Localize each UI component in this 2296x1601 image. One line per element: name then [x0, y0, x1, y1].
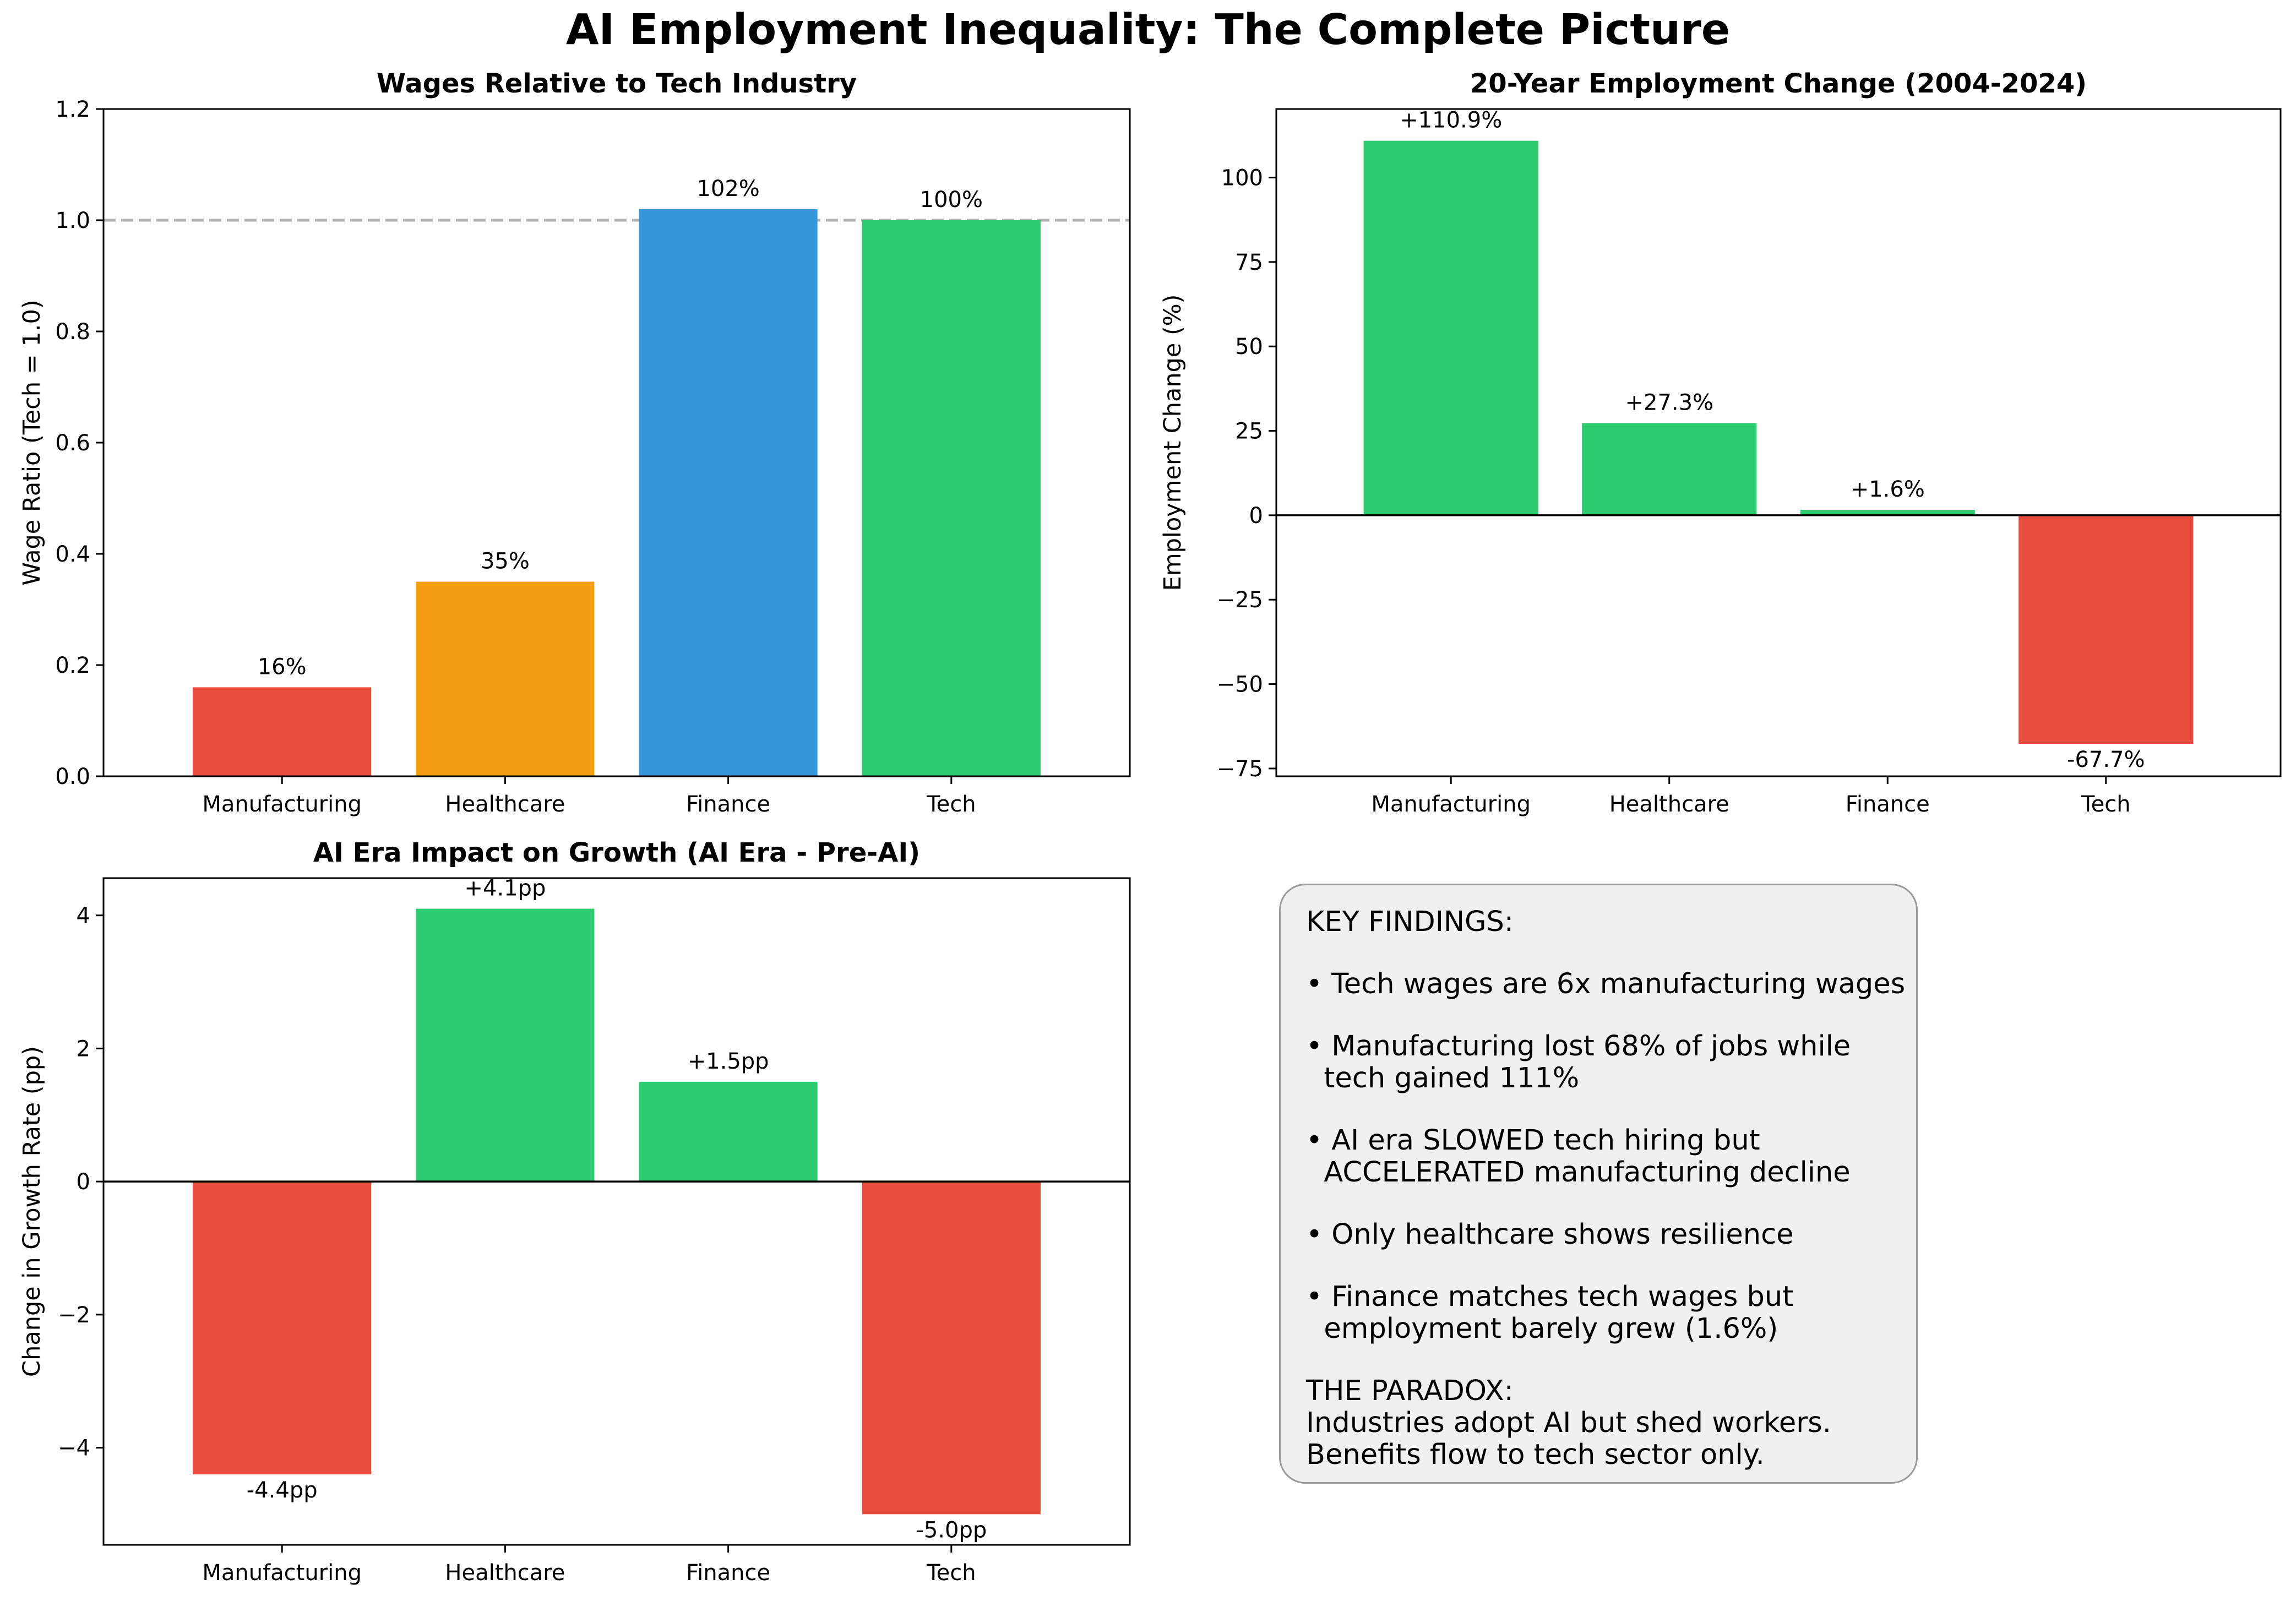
y-tick-label: 25: [1235, 419, 1263, 444]
x-tick-label: Healthcare: [445, 792, 565, 817]
data-label: -5.0pp: [916, 1517, 987, 1543]
findings-line: • Only healthcare shows resilience: [1306, 1218, 1794, 1251]
data-label: +110.9%: [1400, 108, 1502, 133]
y-tick-label: 2: [77, 1036, 90, 1061]
x-tick-label: Finance: [686, 792, 770, 817]
y-tick-label: 0: [1249, 503, 1263, 529]
findings-spacer: [1306, 1345, 1916, 1375]
data-label: 100%: [920, 187, 983, 213]
bar-manufacturing: [1363, 140, 1538, 515]
chart-title: 20-Year Employment Change (2004-2024): [1470, 68, 2087, 99]
bar-healthcare: [416, 908, 595, 1182]
chart-1: 16% 35% 102% 100% 0.0 0.2 0.4 0.6 0.8 1.0 1.2 Manuf…: [18, 68, 1131, 817]
bar-tech: [2018, 515, 2194, 744]
findings-line: tech gained 111%: [1306, 1062, 1580, 1094]
findings-spacer: [1306, 1251, 1916, 1281]
bar-finance: [639, 209, 818, 776]
findings-line: • Tech wages are 6x manufacturing wages: [1306, 968, 1906, 1000]
y-axis-label: Employment Change (%): [1159, 295, 1187, 591]
findings-spacer: [1306, 1000, 1916, 1031]
bar-finance: [1800, 510, 1975, 515]
bar-tech: [862, 220, 1041, 776]
x-tick-label: Tech: [926, 792, 976, 817]
data-label: +27.3%: [1625, 390, 1713, 415]
y-tick-label: 0.8: [55, 319, 90, 345]
bar-finance: [639, 1081, 818, 1182]
data-label: +1.5pp: [688, 1049, 769, 1074]
findings-line: • Manufacturing lost 68% of jobs while: [1306, 1030, 1851, 1063]
data-label: 102%: [697, 176, 759, 202]
y-tick-label: −2: [58, 1303, 90, 1328]
findings-line: THE PARADOX:: [1306, 1375, 1514, 1407]
x-tick-label: Healthcare: [1609, 792, 1729, 817]
y-tick-label: 75: [1235, 250, 1263, 275]
x-tick-label: Tech: [926, 1560, 976, 1586]
figure-title: AI Employment Inequality: The Complete P…: [566, 6, 1730, 55]
y-tick-label: 0: [77, 1169, 90, 1195]
y-axis-label: Change in Growth Rate (pp): [18, 1046, 46, 1377]
findings-line: ACCELERATED manufacturing decline: [1306, 1156, 1851, 1189]
key-findings-box: KEY FINDINGS: • Tech wages are 6x manufac…: [1279, 884, 1918, 1484]
findings-spacer: [1306, 1189, 1916, 1219]
y-tick-label: 0.6: [55, 431, 90, 456]
data-label: -4.4pp: [247, 1478, 318, 1503]
findings-spacer: [1306, 938, 1916, 968]
x-tick-label: Healthcare: [445, 1560, 565, 1586]
findings-line: Benefits flow to tech sector only.: [1306, 1439, 1765, 1471]
charts: 16% 35% 102% 100% 0.0 0.2 0.4 0.6 0.8 1.0 1.2 Manuf…: [18, 68, 2282, 1586]
bar-healthcare: [416, 581, 595, 776]
data-label: -67.7%: [2067, 747, 2145, 772]
x-tick-label: Manufacturing: [202, 1560, 362, 1586]
findings-line: • AI era SLOWED tech hiring but: [1306, 1124, 1760, 1157]
y-tick-label: −75: [1217, 756, 1263, 782]
x-tick-label: Finance: [686, 1560, 770, 1586]
x-tick-label: Manufacturing: [1371, 792, 1531, 817]
x-tick-label: Tech: [2081, 792, 2131, 817]
axes-frame: [102, 877, 1131, 1546]
y-tick-label: 0.0: [55, 764, 90, 789]
data-label: +1.6%: [1851, 477, 1925, 502]
chart-2: +110.9% +27.3% +1.6% -67.7% −75 −50 −25 0 25 50 75…: [1159, 68, 2282, 817]
findings-line: KEY FINDINGS:: [1306, 906, 1514, 938]
data-label: 16%: [258, 654, 307, 679]
bar-manufacturing: [193, 1181, 372, 1474]
y-tick-label: 50: [1235, 334, 1263, 360]
x-tick-label: Finance: [1846, 792, 1930, 817]
findings-spacer: [1306, 1094, 1916, 1125]
findings-line: Industries adopt AI but shed workers.: [1306, 1407, 1831, 1439]
y-tick-label: −50: [1217, 672, 1263, 698]
findings-line: • Finance matches tech wages but: [1306, 1281, 1794, 1313]
bar-healthcare: [1582, 423, 1757, 515]
axes-frame: [1275, 108, 2282, 777]
y-axis-label: Wage Ratio (Tech = 1.0): [18, 299, 46, 585]
y-tick-label: 0.2: [55, 653, 90, 678]
data-label: +4.1pp: [464, 876, 546, 901]
data-label: 35%: [481, 549, 530, 574]
chart-3: -4.4pp +4.1pp +1.5pp -5.0pp −4 −2 0 2 4 Manufactu…: [18, 837, 1131, 1586]
y-tick-label: −4: [58, 1436, 90, 1461]
bar-manufacturing: [193, 687, 372, 776]
y-tick-label: 4: [77, 903, 90, 929]
x-tick-label: Manufacturing: [202, 792, 362, 817]
findings-line: employment barely grew (1.6%): [1306, 1313, 1778, 1345]
chart-title: Wages Relative to Tech Industry: [377, 68, 857, 99]
y-tick-label: 1.2: [55, 97, 90, 122]
bar-tech: [862, 1181, 1041, 1515]
y-tick-label: −25: [1217, 587, 1263, 613]
y-tick-label: 0.4: [55, 542, 90, 567]
y-tick-label: 100: [1221, 166, 1263, 191]
y-tick-label: 1.0: [55, 208, 90, 233]
chart-title: AI Era Impact on Growth (AI Era - Pre-AI…: [313, 837, 920, 868]
